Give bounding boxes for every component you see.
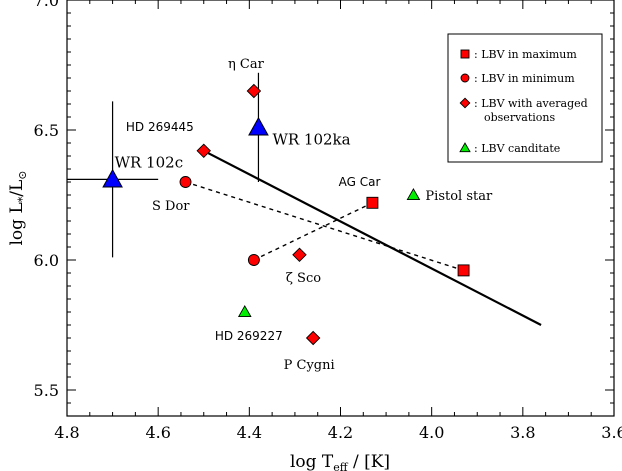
y-axis-title-main: log L — [7, 202, 27, 245]
point-diamond — [305, 330, 321, 346]
point-label: AG Car — [339, 175, 381, 189]
fit-line — [203, 149, 542, 326]
y-tick-label: 6.0 — [34, 251, 59, 270]
axis-ticks: 4.8 4.6 4.4 4.2 4.0 3.8 3.6 5.5 6.0 6.5 7.0 — [34, 0, 622, 442]
x-axis-title-rest: / [K] — [348, 452, 391, 471]
point-label: HD 269445 — [126, 120, 194, 134]
x-tick-label: 3.8 — [510, 423, 535, 442]
x-axis-title-main: log T — [290, 452, 334, 471]
x-tick-label: 4.6 — [145, 423, 170, 442]
x-tick-label: 3.6 — [601, 423, 622, 442]
y-tick-label: 5.5 — [34, 381, 59, 400]
legend-label: : LBV with averaged — [474, 97, 588, 110]
point-label: HD 269227 — [215, 329, 283, 343]
legend-marker-square — [460, 49, 470, 59]
dashed-tracks — [185, 181, 464, 272]
point-triangle — [406, 188, 421, 200]
y-tick-label: 6.5 — [34, 121, 59, 140]
point-label: ζ Sco — [286, 271, 321, 286]
point-square — [457, 264, 470, 277]
point-circle — [247, 254, 260, 266]
y-tick-label: 7.0 — [34, 0, 59, 10]
y-axis-title-sub2: ⊙ — [16, 171, 29, 180]
point-diamond — [246, 83, 262, 99]
legend-marker-circle — [460, 73, 470, 83]
wr-star-label: WR 102ka — [272, 130, 350, 148]
point-square — [366, 196, 379, 209]
point-label: P Cygni — [284, 358, 335, 373]
point-label: η Car — [228, 57, 265, 72]
wr-star-marker — [102, 168, 123, 188]
x-axis-title: log Teff / [K] — [290, 452, 390, 471]
legend-label-line2: observations — [484, 111, 555, 124]
data-points: AG Car S Dor η Car HD 269445 ζ Sco P Cygni Pis… — [126, 57, 493, 373]
wr-stars: WR 102c WR 102ka — [67, 72, 351, 258]
point-diamond — [196, 143, 211, 159]
point-diamond — [292, 247, 307, 263]
legend: : LBV in maximum : LBV in minimum : LBV wi… — [447, 33, 603, 163]
x-tick-label: 4.4 — [237, 423, 262, 442]
wr-star-label: WR 102c — [115, 153, 184, 171]
y-axis-title: log L*/L⊙ — [7, 171, 29, 246]
legend-marker-triangle — [459, 142, 471, 153]
legend-label: : LBV canditate — [474, 142, 560, 155]
legend-marker-diamond — [459, 97, 471, 109]
legend-label: : LBV in maximum — [474, 48, 577, 61]
point-label: S Dor — [152, 199, 190, 214]
point-label: Pistol star — [425, 189, 493, 204]
y-axis-title-sub: * — [16, 196, 29, 202]
x-tick-label: 4.2 — [328, 423, 353, 442]
dashed-track-line — [185, 181, 464, 272]
legend-label: : LBV in minimum — [474, 72, 575, 85]
dashed-track-line — [253, 202, 373, 261]
point-circle — [179, 176, 192, 188]
x-tick-label: 4.8 — [54, 423, 79, 442]
point-triangle — [237, 305, 252, 317]
wr-star-marker — [248, 116, 269, 136]
y-axis-title-slash: /L — [7, 180, 27, 197]
legend-box — [447, 33, 603, 163]
x-tick-label: 4.0 — [419, 423, 444, 442]
fit-line-group — [203, 149, 542, 326]
x-axis-title-sub: eff — [333, 461, 349, 471]
